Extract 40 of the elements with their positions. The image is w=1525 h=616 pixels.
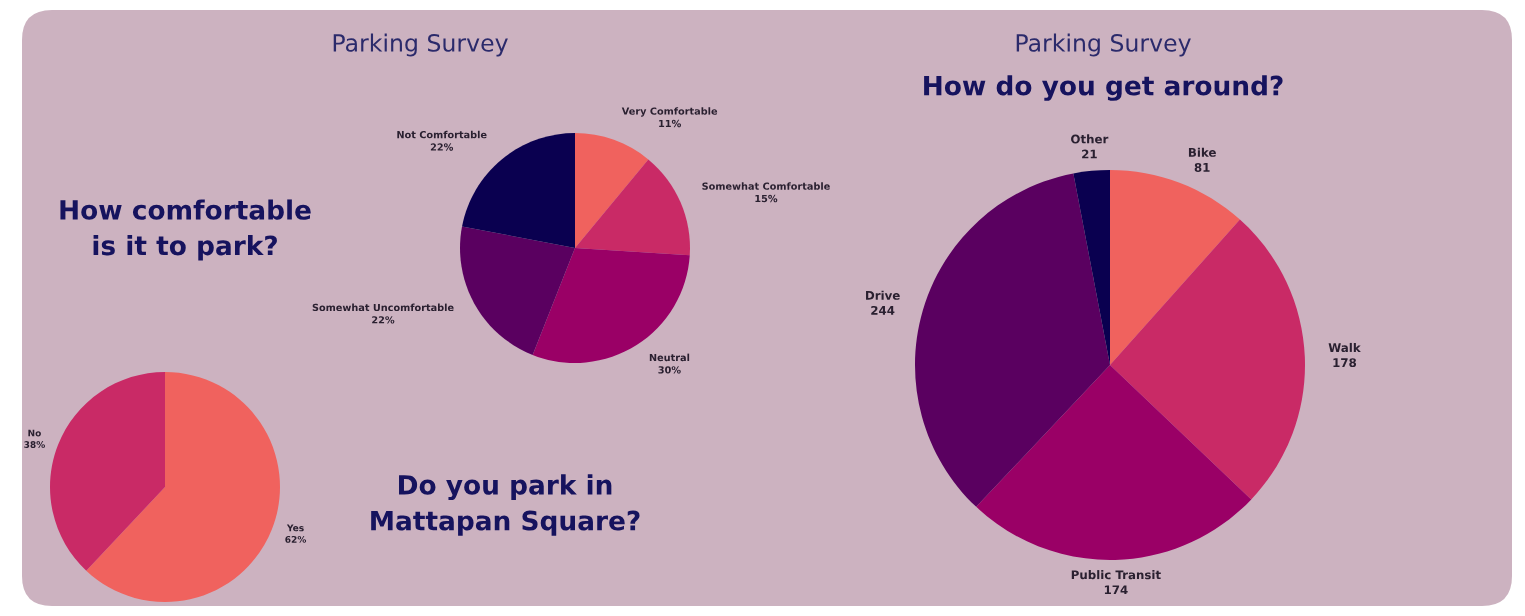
slice-label: Yes: [286, 524, 304, 532]
data-label: 81: [1194, 162, 1210, 172]
pie-slice: [575, 159, 690, 256]
slice-label: Public Transit: [1071, 570, 1161, 580]
text: How comfortable is it to park?: [60, 199, 311, 261]
data-label: 62%: [285, 535, 307, 543]
pie-slice: [532, 248, 690, 363]
slice-label: No: [28, 429, 41, 437]
slice-label: Somewhat Comfortable: [702, 182, 830, 190]
pie-slice: [1110, 170, 1240, 365]
chart-title: Parking Survey: [1016, 33, 1191, 57]
pie-slice: [915, 173, 1110, 507]
data-label: 22%: [372, 316, 395, 324]
slice-label: Not Comfortable: [397, 130, 487, 139]
pie-slice: [1073, 170, 1110, 365]
slice-label: Bike: [1188, 147, 1216, 157]
pie-slice: [86, 372, 280, 602]
slice-label: Other: [1071, 134, 1109, 144]
slice-label: Somewhat Uncomfortable: [312, 303, 454, 312]
data-label: 244: [871, 305, 895, 315]
data-label: 21: [1082, 149, 1097, 159]
pie-slice: [575, 133, 649, 248]
slice-label: Walk: [1328, 342, 1361, 353]
data-label: 11%: [659, 119, 681, 128]
pie-slice: [976, 365, 1252, 560]
data-label: 178: [1333, 358, 1357, 368]
slice-label: Neutral: [649, 353, 690, 362]
data-label: 30%: [658, 366, 681, 374]
chart-subtitle: How do you get around?: [924, 75, 1283, 101]
data-label: 38%: [24, 441, 45, 448]
pie-slice: [50, 372, 165, 571]
data-label: 22%: [430, 143, 454, 151]
text: Do you park in Mattapan Square?: [371, 474, 640, 536]
pie-slice: [1110, 219, 1305, 500]
chart-title: Parking Survey: [333, 33, 508, 57]
data-label: 174: [1104, 585, 1128, 595]
slice-label: Drive: [866, 290, 900, 300]
pie-slice: [460, 226, 575, 355]
data-label: 15%: [755, 194, 778, 203]
slice-label: Very Comfortable: [621, 107, 718, 117]
